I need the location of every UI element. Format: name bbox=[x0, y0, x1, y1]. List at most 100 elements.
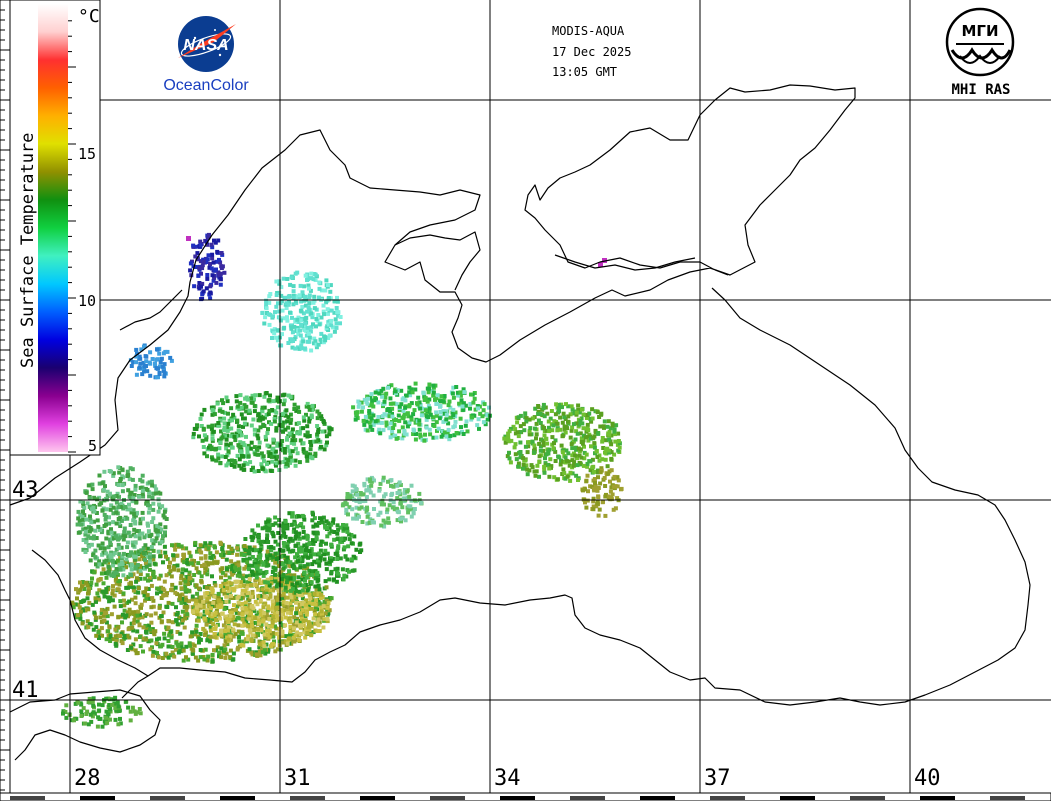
sst-pixel bbox=[277, 279, 282, 284]
sst-pixel bbox=[542, 464, 547, 469]
sst-pixel bbox=[139, 347, 144, 352]
sst-pixel bbox=[300, 290, 305, 295]
sst-pixel bbox=[507, 456, 512, 461]
sst-pixel bbox=[324, 443, 329, 448]
sst-pixel bbox=[521, 422, 526, 427]
sst-pixel bbox=[128, 507, 133, 512]
sst-pixel bbox=[94, 562, 98, 567]
sst-pixel bbox=[239, 433, 244, 438]
sst-pixel bbox=[162, 374, 167, 379]
ruler-block bbox=[500, 796, 535, 800]
sst-pixel bbox=[400, 415, 405, 420]
sst-pixel bbox=[465, 429, 470, 434]
sst-pixel bbox=[241, 579, 246, 584]
sst-pixel bbox=[284, 605, 289, 610]
sst-pixel bbox=[515, 420, 520, 425]
sst-pixel bbox=[281, 573, 286, 577]
sst-pixel bbox=[378, 481, 383, 486]
sst-pixel bbox=[579, 455, 584, 460]
sst-pixel bbox=[327, 333, 332, 338]
sst-pixel bbox=[180, 557, 185, 562]
sst-pixel bbox=[349, 541, 354, 546]
sst-pixel bbox=[195, 549, 199, 554]
sst-pixel bbox=[289, 595, 294, 600]
sst-pixel bbox=[82, 587, 87, 591]
sst-pixel bbox=[407, 494, 412, 499]
sst-pixel bbox=[231, 588, 236, 593]
sst-pixel bbox=[120, 474, 125, 479]
sst-pixel bbox=[238, 596, 243, 601]
sst-pixel bbox=[590, 407, 595, 412]
sst-pixel bbox=[179, 643, 184, 648]
sst-pixel bbox=[402, 488, 407, 492]
sst-pixel bbox=[537, 441, 542, 446]
sst-pixel bbox=[126, 488, 131, 493]
sst-pixel bbox=[118, 477, 123, 481]
sst-pixel bbox=[553, 449, 558, 454]
sst-pixel bbox=[280, 332, 284, 337]
sst-pixel bbox=[287, 582, 292, 587]
sst-pixel bbox=[78, 587, 83, 592]
sst-pixel bbox=[582, 456, 587, 461]
sst-pixel bbox=[568, 478, 573, 483]
sst-pixel bbox=[319, 414, 324, 419]
sst-pixel bbox=[140, 510, 145, 515]
sst-pixel bbox=[393, 418, 398, 422]
sst-pixel bbox=[227, 564, 232, 569]
sst-pixel bbox=[431, 415, 435, 420]
sst-pixel bbox=[244, 557, 249, 562]
sst-pixel bbox=[313, 278, 318, 282]
sst-pixel bbox=[159, 619, 164, 624]
sst-pixel bbox=[302, 564, 307, 569]
sst-pixel bbox=[153, 363, 158, 368]
sst-pixel bbox=[413, 387, 418, 392]
sst-pixel bbox=[112, 574, 116, 578]
sst-pixel bbox=[206, 253, 211, 258]
sst-pixel bbox=[241, 558, 246, 563]
sst-pixel bbox=[72, 718, 76, 723]
sst-pixel bbox=[224, 599, 229, 604]
sst-pixel bbox=[225, 433, 230, 438]
sst-pixel bbox=[196, 618, 201, 623]
sst-pixel bbox=[299, 309, 304, 314]
sst-pixel bbox=[590, 416, 595, 421]
sst-pixel bbox=[272, 419, 277, 424]
sst-pixel bbox=[144, 629, 148, 634]
sst-pixel bbox=[367, 488, 372, 493]
sst-pixel bbox=[272, 417, 277, 421]
sst-pixel bbox=[332, 329, 337, 334]
sst-pixel bbox=[423, 432, 427, 437]
sst-pixel bbox=[380, 414, 385, 419]
sst-pixel bbox=[162, 509, 167, 514]
sst-pixel bbox=[514, 457, 519, 462]
sst-pixel bbox=[244, 639, 249, 644]
sst-pixel bbox=[208, 541, 213, 546]
sst-pixel bbox=[542, 468, 547, 473]
sst-pixel bbox=[179, 576, 184, 581]
sst-pixel bbox=[394, 402, 399, 407]
sst-pixel bbox=[241, 639, 246, 644]
sst-pixel bbox=[431, 435, 436, 440]
sst-pixel bbox=[143, 557, 147, 562]
sst-pixel bbox=[163, 530, 167, 535]
sst-pixel bbox=[228, 613, 233, 618]
sst-pixel bbox=[78, 613, 83, 617]
sst-pixel bbox=[219, 552, 223, 557]
sst-pixel bbox=[345, 529, 350, 534]
sst-pixel bbox=[202, 609, 207, 614]
sst-pixel bbox=[311, 300, 316, 305]
sst-pixel bbox=[460, 429, 464, 434]
sst-pixel bbox=[85, 709, 90, 714]
sst-pixel bbox=[288, 631, 293, 636]
sst-pixel bbox=[485, 417, 490, 422]
sst-pixel bbox=[293, 589, 298, 593]
sst-pixel bbox=[217, 446, 222, 451]
sst-pixel bbox=[322, 617, 327, 622]
sst-pixel bbox=[97, 588, 102, 593]
sst-pixel bbox=[376, 512, 381, 517]
sst-pixel bbox=[581, 488, 585, 493]
sst-pixel bbox=[606, 471, 611, 476]
sst-pixel bbox=[144, 359, 149, 364]
sst-pixel bbox=[284, 580, 289, 585]
sst-pixel bbox=[224, 446, 229, 451]
